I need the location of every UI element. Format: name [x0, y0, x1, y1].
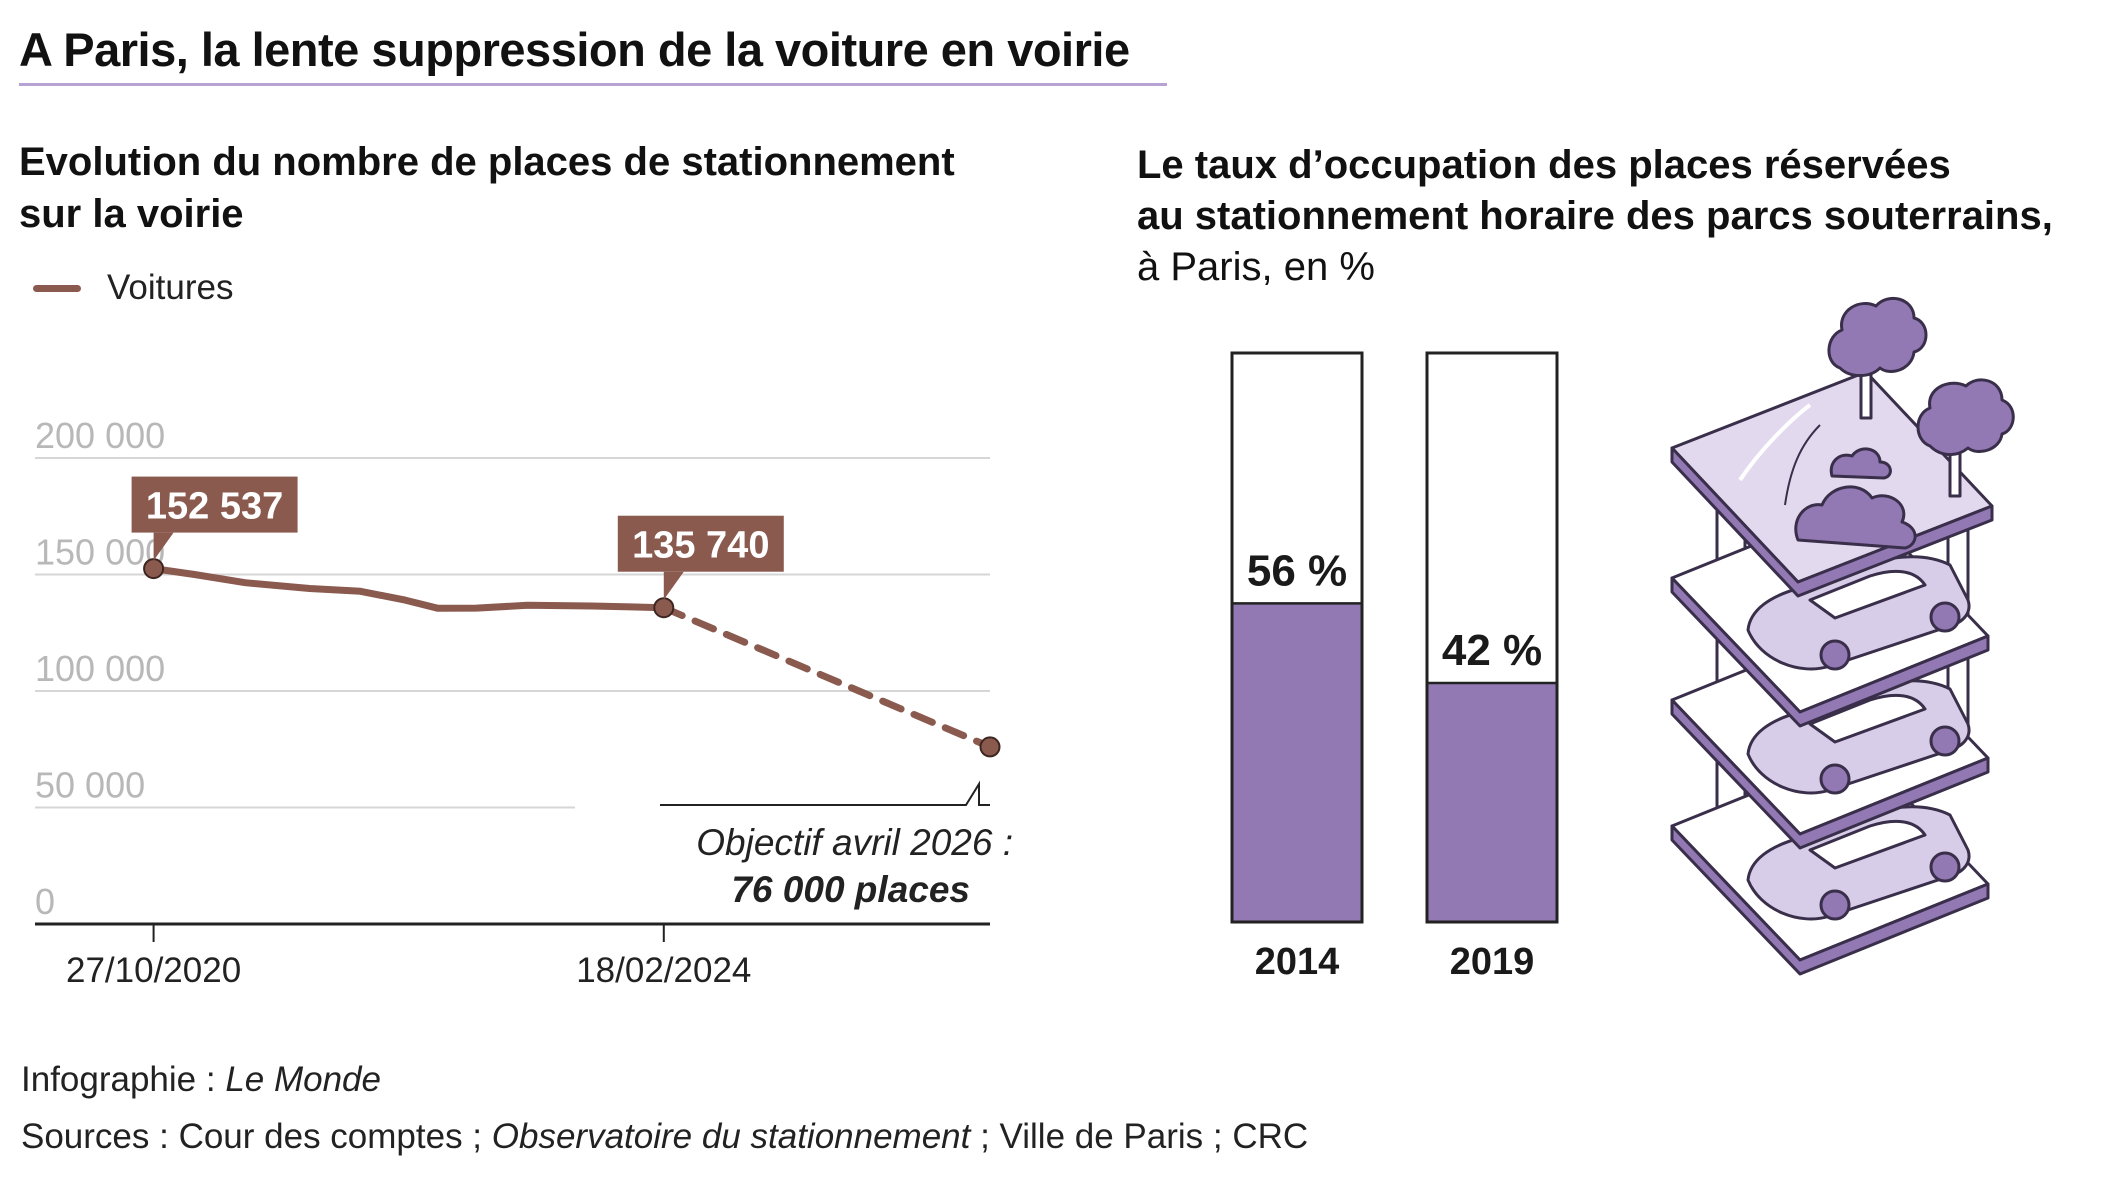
series-line-projection: [660, 604, 994, 751]
bar: [1233, 603, 1361, 921]
credit-line: Infographie : Le Monde: [21, 1060, 381, 1100]
main-title: A Paris, la lente suppression de la voit…: [19, 23, 1130, 76]
legend-swatch-voitures: [33, 284, 81, 292]
x-tick-label: 18/02/2024: [576, 951, 751, 990]
credit-prefix: Infographie :: [21, 1060, 226, 1099]
y-tick-label: 100 000: [35, 648, 165, 689]
bar-category-label: 2019: [1450, 941, 1535, 983]
sources-suffix: ; Ville de Paris ; CRC: [970, 1117, 1309, 1156]
bar-value-label: 42 %: [1442, 626, 1542, 675]
y-tick-label: 200 000: [35, 415, 165, 456]
value-callouts: 152 537 135 740: [131, 476, 784, 600]
right-subtitle-unit: à Paris, en %: [1137, 245, 1375, 289]
bush-large-icon: [1794, 485, 1917, 550]
tree-left-icon: [1827, 296, 1928, 377]
roof-path-icon: [1738, 403, 1812, 482]
floor-bottom-edge-icon: [1670, 824, 1990, 976]
left-chart-subtitle: Evolution du nombre de places de station…: [19, 140, 955, 236]
credit-name: Le Monde: [225, 1060, 381, 1099]
objective-line1: Objectif avril 2026 :: [696, 822, 1013, 863]
sources-line: Sources : Cour des comptes ; Observatoir…: [21, 1117, 1308, 1157]
data-point: [979, 736, 1001, 758]
value-callout: 135 740: [617, 515, 784, 600]
callout-label: 135 740: [632, 525, 769, 567]
y-tick-label: 0: [35, 881, 55, 922]
legend: Voitures: [33, 268, 233, 308]
floor-middle-edge-icon: [1670, 698, 1990, 850]
car-bottom-icon: [1746, 805, 1971, 921]
floor-upper-edge-icon: [1670, 576, 1990, 728]
objective-annotation: Objectif avril 2026 : 76 000 places: [660, 780, 1013, 910]
sources-prefix: Sources : Cour des comptes ;: [21, 1117, 492, 1156]
sources-italic: Observatoire du stationnement: [491, 1117, 971, 1156]
y-tick-label: 50 000: [35, 765, 145, 806]
right-subtitle-line2: au stationnement horaire des parcs soute…: [1137, 194, 2053, 238]
car-upper-icon: [1746, 555, 1971, 671]
bar-category-label: 2014: [1255, 941, 1340, 983]
right-subtitle-line1: Le taux d’occupation des places réservée…: [1137, 143, 1951, 187]
callout-box: [131, 476, 298, 533]
car-middle-icon: [1746, 679, 1971, 795]
callout-pointer: [153, 532, 174, 561]
roof-edge-icon: [1670, 446, 1994, 598]
bar-group: 42 % 2019: [1425, 351, 1559, 983]
series-line-voitures: [143, 558, 1001, 758]
grid-lines: [35, 457, 990, 809]
objective-line2: 76 000 places: [731, 869, 970, 910]
callout-pointer: [663, 571, 684, 600]
value-callout: 152 537: [131, 476, 298, 561]
bush-small-icon: [1829, 447, 1892, 480]
right-chart-subtitle: Le taux d’occupation des places réservée…: [1137, 140, 2097, 293]
y-tick-label: 150 000: [35, 532, 165, 573]
title-rule: [19, 83, 1167, 86]
legend-label-voitures: Voitures: [107, 268, 234, 307]
tree-right-icon: [1916, 378, 2015, 456]
y-tick-labels: 0 50 000 100 000 150 000 200 000: [35, 415, 165, 922]
series-line-actual: [150, 565, 668, 612]
x-axis: 27/10/2020 18/02/2024: [35, 922, 990, 990]
bar: [1428, 683, 1556, 921]
callout-box: [617, 515, 784, 572]
callout-label: 152 537: [146, 486, 283, 528]
bar-group: 56 % 2014: [1230, 351, 1364, 983]
x-tick-label: 27/10/2020: [66, 951, 241, 990]
objective-leader-line: [660, 780, 990, 806]
bar-value-label: 56 %: [1247, 546, 1347, 595]
bars: 56 % 2014 42 % 2019: [1230, 351, 1559, 983]
